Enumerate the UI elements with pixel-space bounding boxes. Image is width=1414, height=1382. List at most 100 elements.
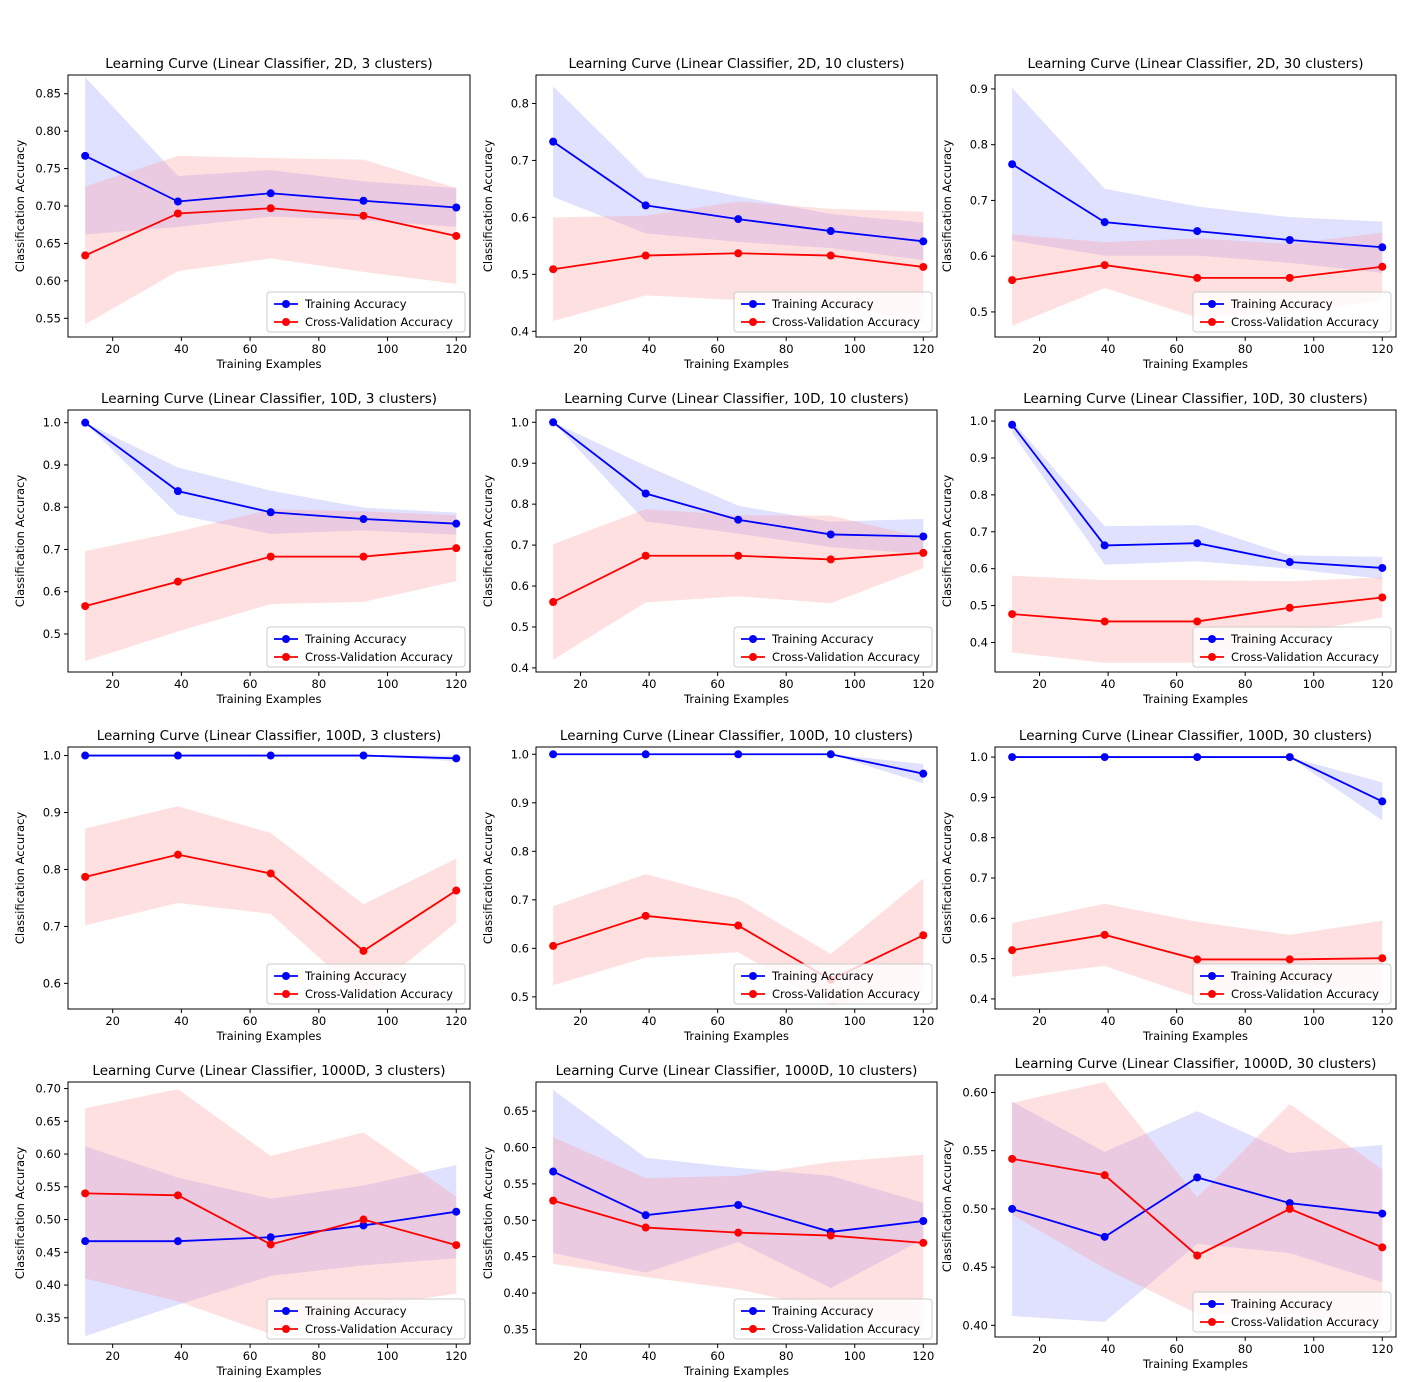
- cv-point: [1193, 1251, 1202, 1260]
- legend-label: Training Accuracy: [1230, 632, 1333, 646]
- y-axis-label: Classification Accuracy: [13, 140, 27, 272]
- y-tick-label: 0.8: [511, 96, 529, 110]
- y-tick-label: 0.9: [43, 806, 61, 820]
- x-tick-label: 80: [1238, 1342, 1253, 1356]
- y-tick-label: 0.9: [511, 456, 529, 470]
- training-point: [826, 750, 835, 759]
- legend-label: Cross-Validation Accuracy: [305, 650, 453, 664]
- training-point: [549, 137, 558, 146]
- cv-std-band: [1012, 1081, 1383, 1326]
- plot-area: [84, 77, 457, 325]
- training-std-band: [85, 755, 457, 762]
- cv-point: [734, 1228, 743, 1237]
- cv-point: [452, 231, 461, 240]
- y-tick-label: 0.7: [43, 919, 61, 933]
- training-point: [266, 1233, 275, 1242]
- legend-label: Training Accuracy: [304, 632, 407, 646]
- x-tick-label: 40: [174, 1349, 189, 1363]
- legend: Training Accuracy Cross-Validation Accura…: [1192, 963, 1392, 1005]
- y-tick-label: 0.8: [970, 488, 988, 502]
- y-tick-label: 0.5: [511, 990, 529, 1004]
- cv-point: [81, 872, 90, 881]
- training-point: [826, 227, 835, 236]
- x-tick-label: 100: [1303, 1014, 1325, 1028]
- x-tick-label: 100: [844, 1014, 866, 1028]
- legend: Training Accuracy Cross-Validation Accura…: [1192, 1291, 1392, 1333]
- training-point: [734, 1200, 743, 1209]
- legend-label: Training Accuracy: [304, 969, 407, 983]
- axes-frame: [535, 409, 938, 673]
- training-point: [266, 751, 275, 760]
- legend-marker: [282, 1325, 290, 1333]
- y-tick-label: 0.65: [503, 1104, 529, 1118]
- y-tick-label: 0.40: [503, 1286, 529, 1300]
- x-tick-label: 20: [1032, 1014, 1047, 1028]
- training-point: [1378, 243, 1387, 252]
- x-tick-label: 40: [1101, 342, 1116, 356]
- x-tick-label: 120: [1371, 1014, 1393, 1028]
- x-tick-label: 20: [105, 342, 120, 356]
- legend-label: Cross-Validation Accuracy: [772, 987, 920, 1001]
- x-axis-label: Training Examples: [683, 1029, 789, 1043]
- legend-marker: [282, 318, 290, 326]
- x-tick-label: 80: [312, 1349, 327, 1363]
- chart-panel: 20 40 60 80 100 120 0.4 0.5 0.6 0.7 0.8 0.9 1.0 Learn…: [481, 391, 938, 706]
- training-point: [1193, 753, 1202, 762]
- training-point: [919, 1217, 928, 1226]
- y-tick-label: 1.0: [511, 415, 529, 429]
- legend-label: Cross-Validation Accuracy: [1231, 1315, 1379, 1329]
- chart-title: Learning Curve (Linear Classifier, 2D, 3…: [1028, 56, 1364, 72]
- training-point: [359, 751, 368, 760]
- legend-marker: [1208, 1318, 1216, 1326]
- cv-point: [1193, 617, 1202, 626]
- legend-marker: [1208, 635, 1216, 643]
- training-point: [452, 754, 461, 763]
- y-tick-label: 0.35: [503, 1322, 529, 1336]
- legend-label: Training Accuracy: [304, 297, 407, 311]
- cv-point: [1008, 946, 1017, 955]
- x-tick-label: 80: [1238, 677, 1253, 691]
- y-tick-label: 0.60: [35, 274, 61, 288]
- training-point: [1378, 797, 1387, 806]
- y-tick-label: 1.0: [43, 416, 61, 430]
- x-tick-label: 40: [642, 677, 657, 691]
- axes-frame: [67, 746, 471, 1010]
- training-point: [1008, 753, 1017, 762]
- y-tick-label: 0.6: [511, 579, 529, 593]
- x-tick-label: 40: [642, 342, 657, 356]
- x-tick-label: 100: [377, 1014, 399, 1028]
- axes-frame: [535, 1081, 938, 1345]
- training-point: [173, 197, 182, 206]
- y-tick-label: 0.7: [511, 538, 529, 552]
- y-tick-label: 0.40: [35, 1278, 61, 1292]
- training-point: [1193, 539, 1202, 548]
- legend-box: [733, 963, 933, 1005]
- y-axis-label: Classification Accuracy: [481, 1147, 495, 1279]
- y-tick-label: 0.6: [511, 210, 529, 224]
- y-tick-label: 0.8: [43, 500, 61, 514]
- x-tick-label: 100: [1303, 1342, 1325, 1356]
- chart-title: Learning Curve (Linear Classifier, 100D,…: [1019, 728, 1372, 744]
- y-tick-label: 0.7: [970, 871, 988, 885]
- x-tick-label: 100: [844, 1349, 866, 1363]
- training-point: [173, 751, 182, 760]
- training-point: [641, 750, 650, 759]
- x-tick-label: 120: [912, 1014, 934, 1028]
- training-point: [359, 1221, 368, 1230]
- x-axis-label: Training Examples: [1142, 1357, 1248, 1371]
- y-tick-label: 0.85: [35, 87, 61, 101]
- training-point: [734, 515, 743, 524]
- y-tick-label: 1.0: [970, 414, 988, 428]
- training-point: [359, 196, 368, 205]
- legend-label: Training Accuracy: [1230, 969, 1333, 983]
- legend: Training Accuracy Cross-Validation Accura…: [266, 963, 466, 1005]
- chart-panel: 20 40 60 80 100 120 0.6 0.7 0.8 0.9 1.0 Learning Cu…: [13, 728, 471, 1043]
- x-tick-label: 40: [174, 677, 189, 691]
- y-axis-label: Classification Accuracy: [481, 140, 495, 272]
- training-point: [81, 418, 90, 427]
- cv-point: [549, 265, 558, 274]
- x-tick-label: 40: [642, 1014, 657, 1028]
- y-tick-label: 0.55: [962, 1144, 988, 1158]
- training-std-band: [553, 754, 924, 784]
